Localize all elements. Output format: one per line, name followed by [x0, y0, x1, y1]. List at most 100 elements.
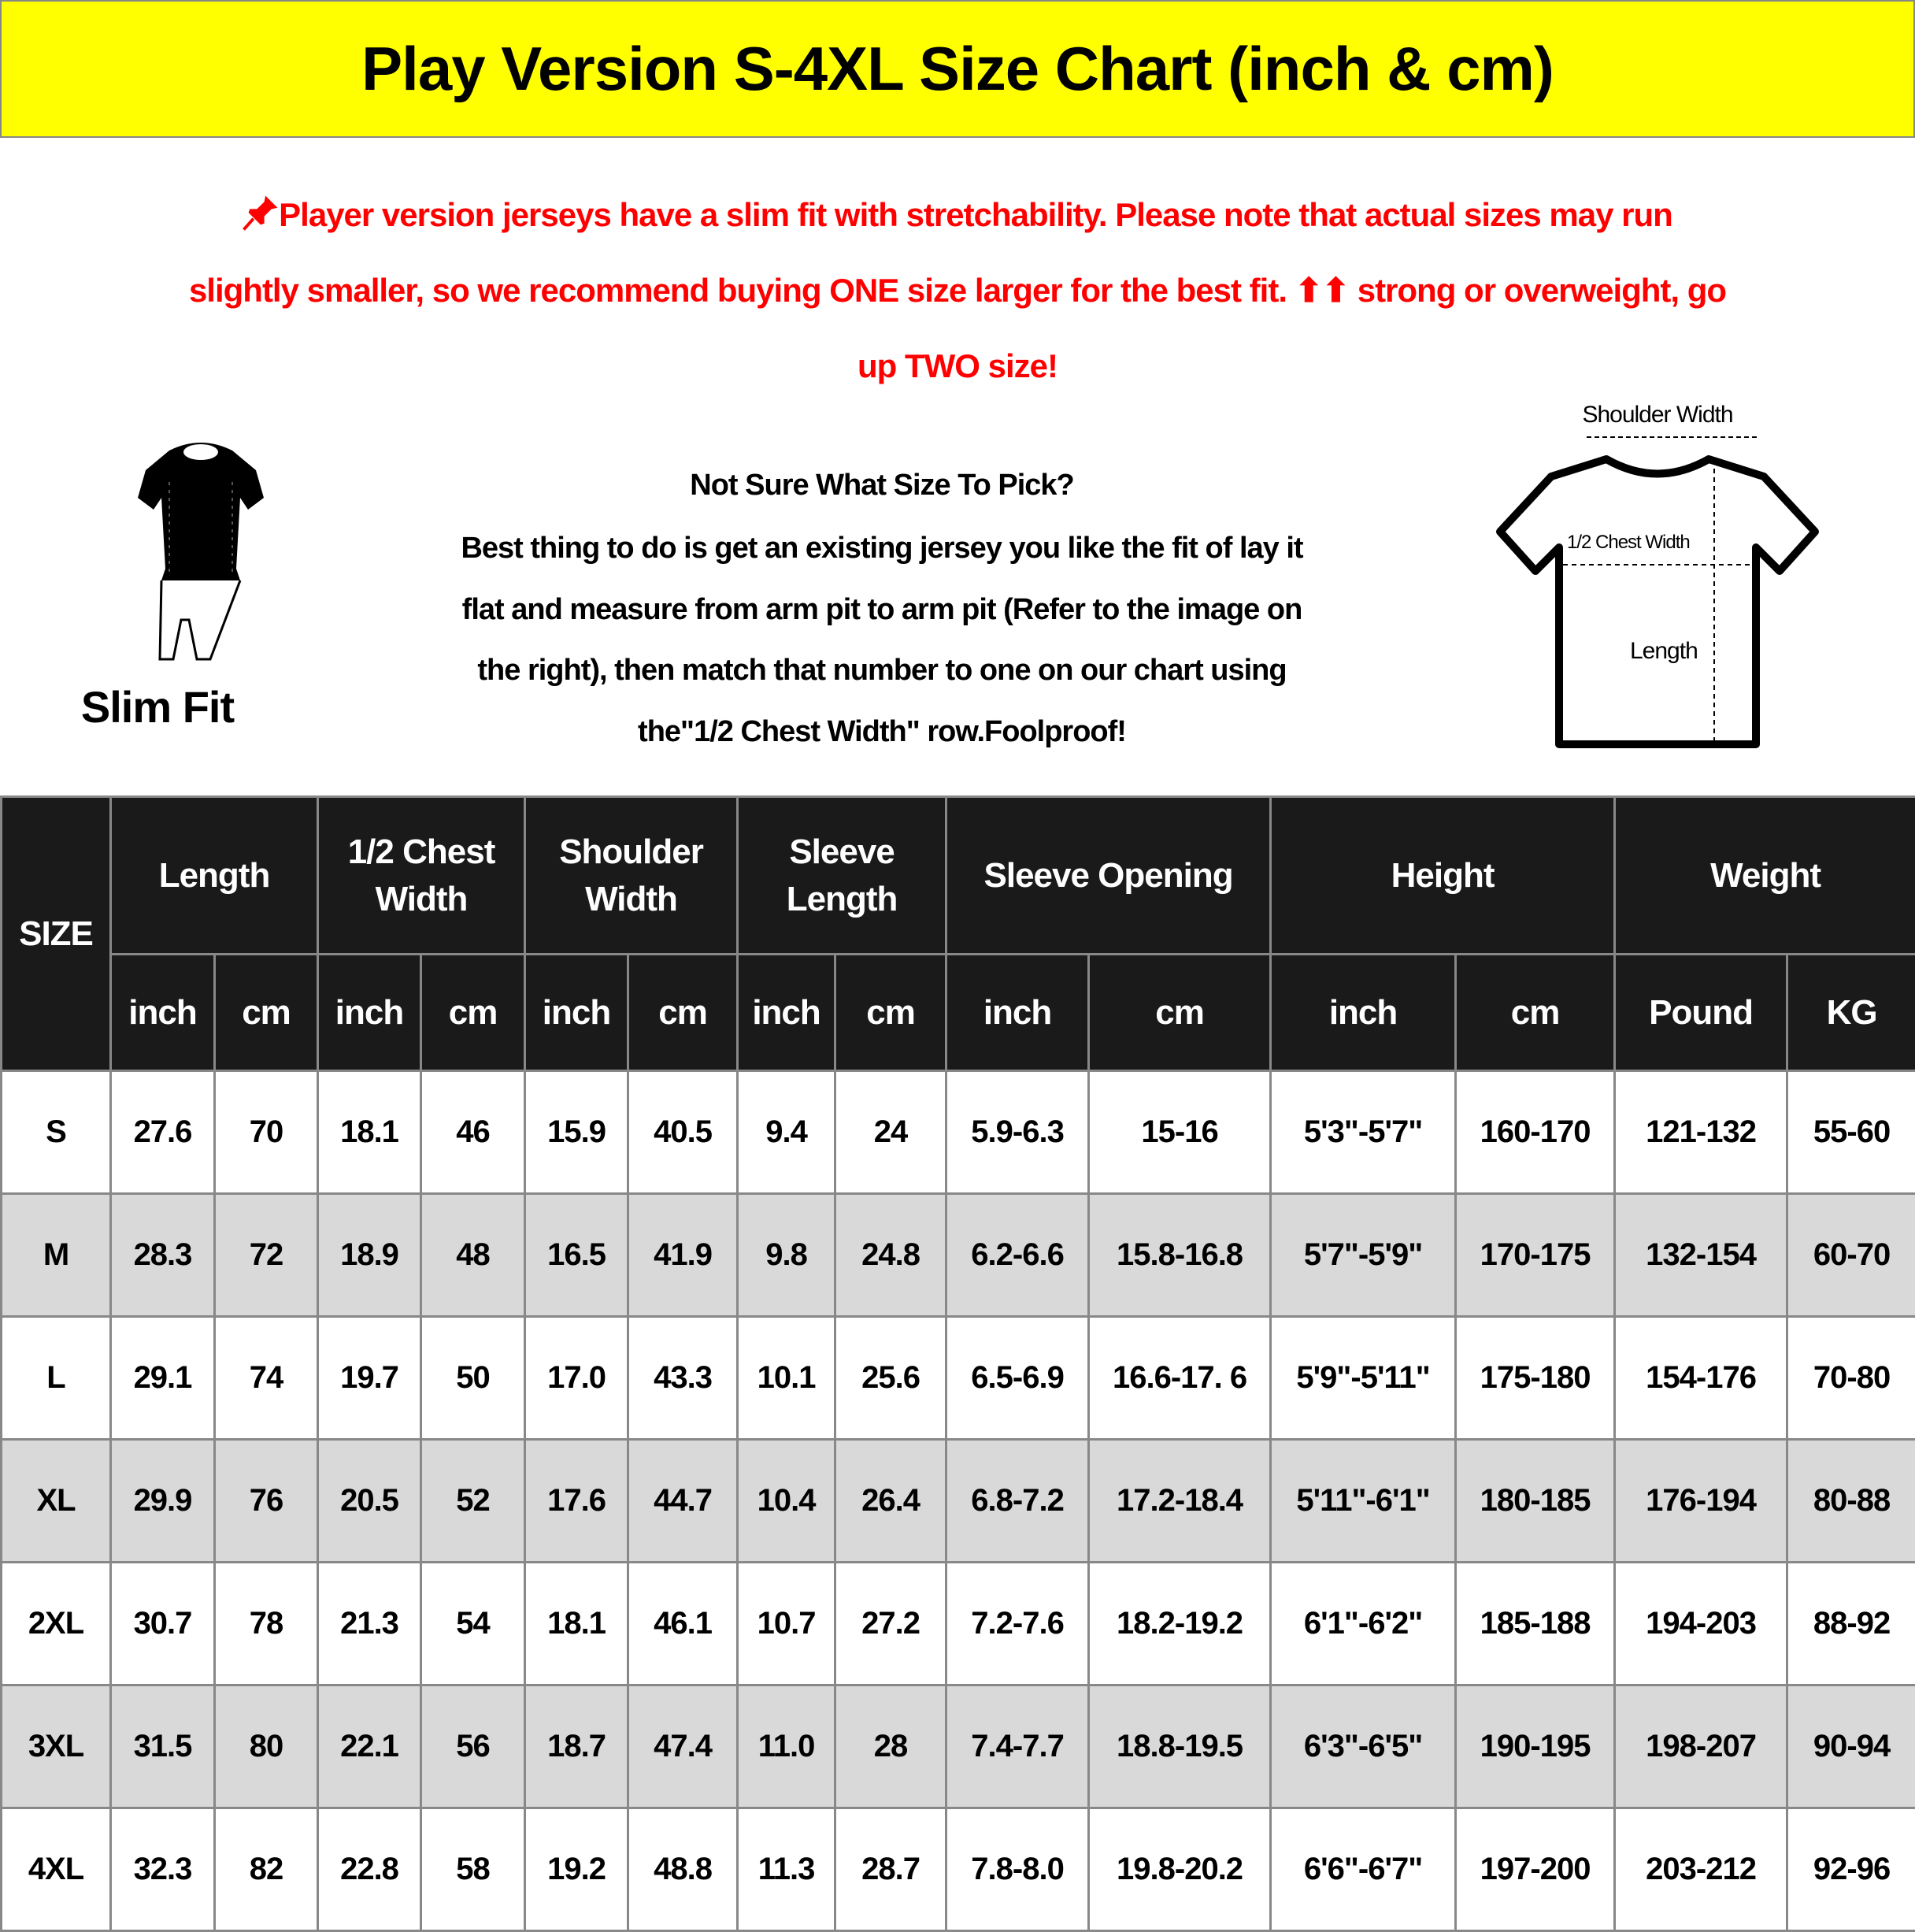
size-cell: S	[0, 1070, 112, 1195]
value-cell: 70	[213, 1070, 320, 1195]
value-cell-text: 18.1	[547, 1606, 606, 1641]
value-cell-text: 176-194	[1646, 1483, 1757, 1518]
column-group-header-text: 1/2 Chest Width	[347, 832, 496, 918]
value-cell: 32.3	[109, 1807, 216, 1932]
unit-header-text: cm	[866, 992, 916, 1032]
value-cell-text: 16.6-17. 6	[1112, 1360, 1247, 1395]
value-cell: 197-200	[1454, 1807, 1617, 1932]
value-cell: 70-80	[1786, 1315, 1915, 1441]
value-cell-text: 47.4	[654, 1729, 713, 1763]
value-cell: 17.6	[524, 1438, 630, 1563]
value-cell: 46.1	[627, 1561, 739, 1686]
value-cell: 121-132	[1613, 1070, 1789, 1195]
value-cell-text: 18.8-19.5	[1117, 1729, 1243, 1763]
chest-width-label: 1/2 Chest Width	[1567, 532, 1691, 553]
value-cell: 88-92	[1786, 1561, 1915, 1686]
value-cell: 17.2-18.4	[1087, 1438, 1272, 1563]
value-cell-text: 29.1	[133, 1360, 193, 1395]
pushpin-icon	[243, 195, 278, 231]
size-cell-text: M	[43, 1237, 69, 1272]
value-cell-text: 56	[456, 1729, 490, 1763]
value-cell-text: 40.5	[654, 1114, 713, 1149]
value-cell-text: 194-203	[1646, 1606, 1757, 1641]
value-cell: 18.1	[317, 1070, 423, 1195]
value-cell: 78	[213, 1561, 320, 1686]
value-cell: 28.7	[834, 1807, 948, 1932]
unit-header: inch	[736, 953, 837, 1072]
value-cell-text: 15.8-16.8	[1117, 1237, 1243, 1272]
value-cell-text: 6'1"-6'2"	[1303, 1606, 1423, 1641]
unit-header: inch	[1269, 953, 1458, 1072]
value-cell-text: 5'9"-5'11"	[1296, 1360, 1430, 1395]
unit-header-row: inch cm inch cm inch cm inch cm inch cm inch cm Poun…	[2, 953, 1915, 1072]
table-row: 3XL 31.5 80 22.1 56 18.7 47.4 11.0 28 7.4-7.7 18.8…	[0, 1684, 1915, 1809]
value-cell-text: 197-200	[1480, 1852, 1591, 1886]
value-cell: 6.2-6.6	[945, 1192, 1091, 1318]
value-cell-text: 48	[456, 1237, 490, 1272]
unit-header-text: KG	[1826, 992, 1878, 1032]
value-cell-text: 17.2-18.4	[1117, 1483, 1243, 1518]
value-cell-text: 18.9	[340, 1237, 399, 1272]
value-cell-text: 5.9-6.3	[971, 1114, 1065, 1149]
value-cell-text: 5'3"-5'7"	[1303, 1114, 1423, 1149]
table-row: L 29.1 74 19.7 50 17.0 43.3 10.1 25.6 6.5-6.9 16.6…	[0, 1315, 1915, 1441]
column-group-header: Sleeve Opening	[945, 795, 1272, 955]
value-cell-text: 19.8-20.2	[1117, 1852, 1243, 1886]
value-cell: 6.5-6.9	[945, 1315, 1091, 1441]
value-cell: 5'11"-6'1"	[1269, 1438, 1458, 1563]
value-cell-text: 17.6	[547, 1483, 606, 1518]
value-cell-text: 18.2-19.2	[1117, 1606, 1243, 1641]
value-cell-text: 78	[249, 1606, 283, 1641]
fit-notice: Player version jerseys have a slim fit w…	[188, 195, 1727, 384]
value-cell-text: 46.1	[654, 1606, 713, 1641]
value-cell-text: 21.3	[340, 1606, 399, 1641]
unit-header-text: inch	[128, 992, 197, 1032]
value-cell-text: 6.8-7.2	[971, 1483, 1065, 1518]
value-cell: 10.7	[736, 1561, 837, 1686]
value-cell-text: 160-170	[1480, 1114, 1591, 1149]
value-cell-text: 19.2	[547, 1852, 606, 1886]
table-row: S 27.6 70 18.1 46 15.9 40.5 9.4 24 5.9-6.3 15-16 5'…	[0, 1070, 1915, 1195]
value-cell: 47.4	[627, 1684, 739, 1809]
value-cell-text: 29.9	[133, 1483, 193, 1518]
value-cell-text: 18.7	[547, 1729, 606, 1763]
value-cell-text: 154-176	[1646, 1360, 1757, 1395]
size-header: SIZE	[0, 795, 112, 1072]
unit-header-text: cm	[242, 992, 291, 1032]
unit-header-text: cm	[448, 992, 498, 1032]
size-cell-text: 4XL	[28, 1852, 84, 1886]
value-cell: 175-180	[1454, 1315, 1617, 1441]
value-cell-text: 28.3	[133, 1237, 193, 1272]
size-cell: 2XL	[0, 1561, 112, 1686]
value-cell-text: 11.0	[757, 1729, 816, 1763]
value-cell: 7.2-7.6	[945, 1561, 1091, 1686]
value-cell: 58	[420, 1807, 527, 1932]
value-cell: 180-185	[1454, 1438, 1617, 1563]
value-cell: 24	[834, 1070, 948, 1195]
value-cell-text: 11.3	[757, 1852, 816, 1886]
value-cell: 18.9	[317, 1192, 423, 1318]
value-cell-text: 5'11"-6'1"	[1296, 1483, 1430, 1518]
column-group-header-text: Length	[158, 855, 271, 895]
value-cell-text: 20.5	[340, 1483, 399, 1518]
value-cell-text: 43.3	[654, 1360, 713, 1395]
value-cell: 16.6-17. 6	[1087, 1315, 1272, 1441]
value-cell-text: 54	[456, 1606, 490, 1641]
value-cell: 18.1	[524, 1561, 630, 1686]
unit-header-text: Pound	[1649, 992, 1754, 1032]
value-cell-text: 10.1	[757, 1360, 817, 1395]
group-header-row: SIZE Length 1/2 Chest Width Shoulder Width S…	[0, 795, 1915, 1072]
value-cell-text: 24.8	[861, 1237, 920, 1272]
column-group-header-text: Weight	[1710, 855, 1821, 895]
value-cell-text: 44.7	[654, 1483, 713, 1518]
table-row: M 28.3 72 18.9 48 16.5 41.9 9.8 24.8 6.2-6.6 15.8-…	[0, 1192, 1915, 1318]
unit-header-text: inch	[983, 992, 1052, 1032]
size-cell: 4XL	[0, 1807, 112, 1932]
value-cell-text: 22.8	[340, 1852, 399, 1886]
column-group-header: Sleeve Length	[736, 795, 948, 955]
value-cell-text: 88-92	[1813, 1606, 1891, 1641]
slim-fit-label: Slim Fit	[80, 682, 235, 732]
value-cell-text: 10.4	[757, 1483, 817, 1518]
value-cell: 5'9"-5'11"	[1269, 1315, 1458, 1441]
value-cell: 16.5	[524, 1192, 630, 1318]
